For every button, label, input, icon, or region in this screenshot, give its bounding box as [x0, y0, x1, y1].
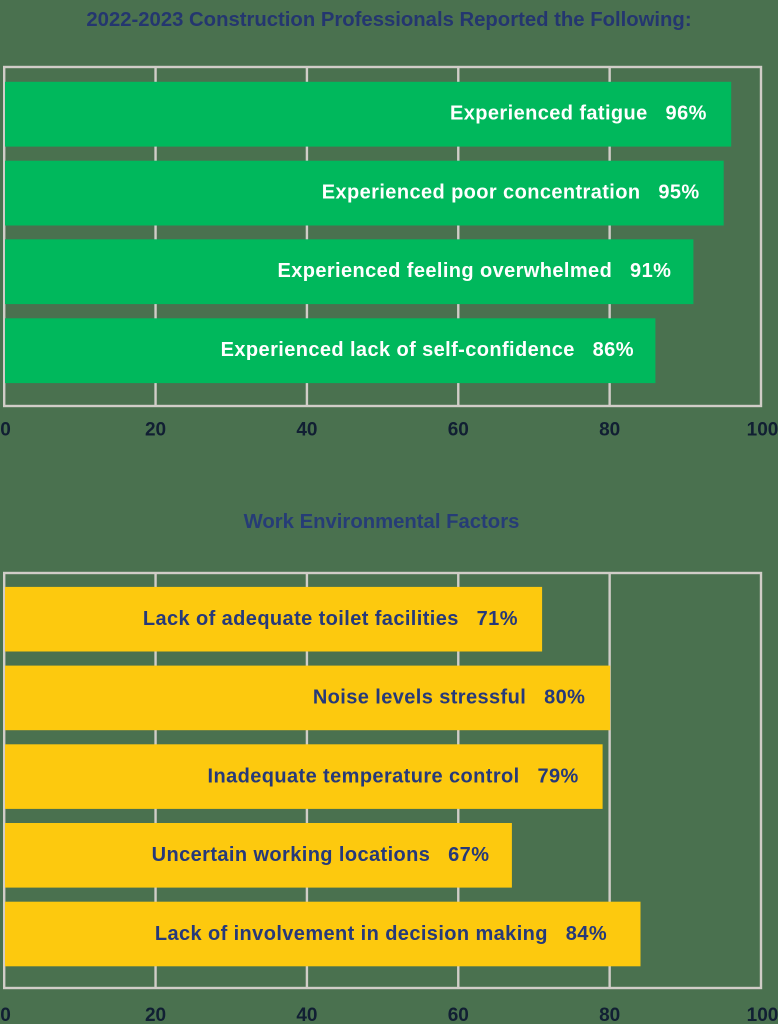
- svg-text:2022-2023 Construction Profess: 2022-2023 Construction Professionals Rep…: [86, 9, 691, 31]
- svg-text:0: 0: [0, 420, 11, 441]
- svg-text:Noise levels stressful 80%: Noise levels stressful 80%: [313, 687, 585, 709]
- svg-text:20: 20: [145, 1005, 166, 1024]
- svg-text:40: 40: [296, 1005, 317, 1024]
- svg-text:Experienced poor concentration: Experienced poor concentration 95%: [322, 181, 700, 203]
- svg-text:100: 100: [747, 420, 778, 441]
- svg-text:80: 80: [599, 420, 620, 441]
- svg-text:Lack of adequate toilet facili: Lack of adequate toilet facilities 71%: [143, 608, 518, 630]
- svg-text:Inadequate temperature control: Inadequate temperature control 79%: [208, 765, 579, 787]
- svg-text:Experienced feeling overwhelme: Experienced feeling overwhelmed 91%: [277, 260, 671, 282]
- svg-text:40: 40: [296, 420, 317, 441]
- svg-text:0: 0: [0, 1005, 11, 1024]
- svg-text:Experienced fatigue 96%: Experienced fatigue 96%: [450, 103, 707, 125]
- svg-text:Work Environmental Factors: Work Environmental Factors: [244, 511, 520, 533]
- svg-text:60: 60: [448, 420, 469, 441]
- svg-text:100: 100: [747, 1005, 778, 1024]
- svg-text:Experienced lack of self-confi: Experienced lack of self-confidence 86%: [221, 339, 634, 361]
- svg-text:80: 80: [599, 1005, 620, 1024]
- svg-text:Uncertain working locations: Uncertain working locations 67%: [152, 844, 490, 866]
- svg-text:60: 60: [448, 1005, 469, 1024]
- svg-text:20: 20: [145, 420, 166, 441]
- svg-text:Lack of involvement in decisio: Lack of involvement in decision making 8…: [155, 923, 607, 945]
